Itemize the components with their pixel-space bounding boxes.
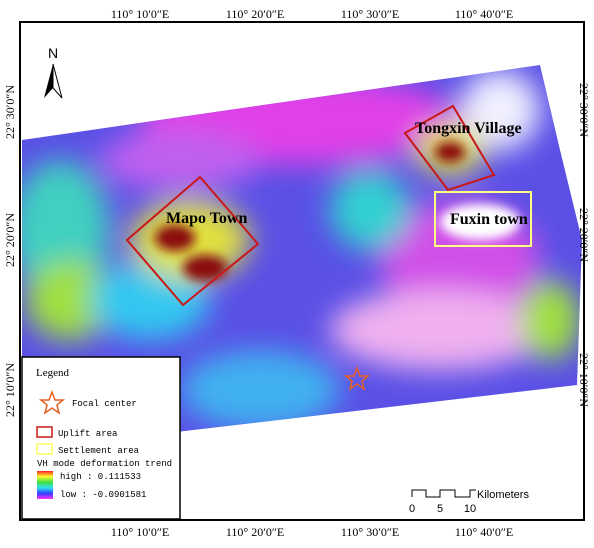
scale-tick: 0 bbox=[409, 503, 415, 515]
lat-label: 22° 30′0″N bbox=[3, 85, 17, 139]
legend-label: Focal center bbox=[72, 399, 137, 409]
lon-label: 110° 30′0″E bbox=[341, 525, 399, 539]
legend-label: high : 0.111533 bbox=[60, 472, 141, 482]
lon-label: 110° 30′0″E bbox=[341, 7, 399, 21]
scale-tick: 10 bbox=[464, 503, 476, 515]
lon-label: 110° 20′0″E bbox=[226, 525, 284, 539]
lat-label: 22° 20′0″N bbox=[3, 213, 17, 267]
lon-label: 110° 10′0″E bbox=[111, 525, 169, 539]
north-arrow: N bbox=[44, 45, 62, 98]
lon-label: 110° 40′0″E bbox=[455, 7, 513, 21]
lat-label: 22° 20′0″N bbox=[577, 208, 591, 262]
legend-label: Uplift area bbox=[58, 429, 118, 439]
place-label: Mapo Town bbox=[166, 210, 247, 227]
lon-label: 110° 40′0″E bbox=[455, 525, 513, 539]
legend: Legend Focal center Uplift area Settleme… bbox=[22, 357, 180, 519]
scale-tick: 5 bbox=[437, 503, 443, 515]
legend-title: Legend bbox=[36, 367, 69, 379]
lon-label: 110° 20′0″E bbox=[226, 7, 284, 21]
scale-unit: Kilometers bbox=[477, 489, 529, 501]
legend-label: VH mode deformation trend bbox=[37, 459, 172, 469]
lon-label: 110° 10′0″E bbox=[111, 7, 169, 21]
north-label: N bbox=[48, 45, 58, 61]
legend-label: Settlement area bbox=[58, 446, 140, 456]
lat-label: 22° 10′0″N bbox=[3, 363, 17, 417]
legend-label: low : -0.0901581 bbox=[60, 490, 146, 500]
scale-bar: 0 5 10 Kilometers bbox=[409, 489, 530, 515]
place-label: Fuxin town bbox=[450, 211, 528, 228]
lat-label: 22° 10′0″N bbox=[577, 353, 591, 407]
place-label: Tongxin Village bbox=[415, 120, 522, 137]
lat-label: 22° 30′0″N bbox=[577, 83, 591, 137]
map: Tongxin Village Mapo Town Fuxin town N 1… bbox=[0, 0, 594, 543]
